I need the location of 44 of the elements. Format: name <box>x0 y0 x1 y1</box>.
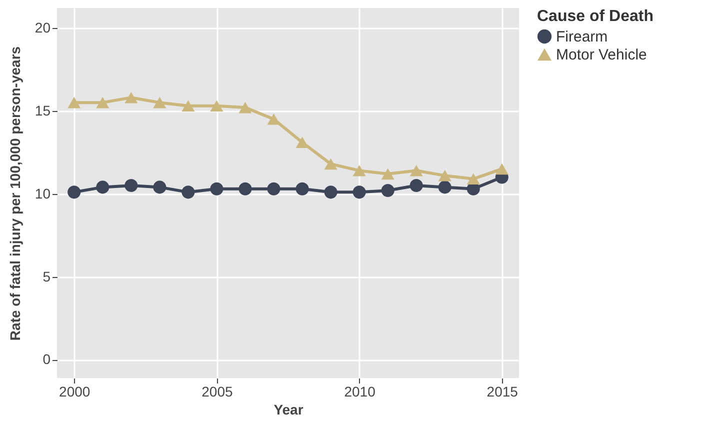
point <box>124 92 138 104</box>
point <box>96 180 110 194</box>
point <box>466 173 480 185</box>
point <box>495 163 508 175</box>
point <box>352 164 366 176</box>
y-tick-label: 10 <box>34 185 51 202</box>
y-tick-label: 20 <box>34 19 51 36</box>
x-tick-label: 2000 <box>59 384 90 400</box>
point <box>438 180 452 194</box>
point <box>267 114 280 125</box>
point <box>324 186 338 199</box>
y-tick-label: 5 <box>42 268 51 284</box>
point <box>296 136 309 148</box>
point <box>182 186 195 199</box>
point <box>238 102 252 114</box>
legend-label: Firearm <box>556 28 608 46</box>
point <box>68 186 81 199</box>
point <box>267 182 280 196</box>
point <box>381 184 394 198</box>
point <box>153 180 166 194</box>
y-tick-label: 0 <box>42 351 51 368</box>
point <box>238 182 252 196</box>
y-axis-title: Rate of fatal injury per 100,000 person-years <box>6 46 23 341</box>
point <box>410 179 423 192</box>
point <box>210 182 224 196</box>
point <box>352 186 366 199</box>
legend-title: Cause of Death <box>537 8 654 25</box>
point <box>96 96 110 108</box>
point <box>438 170 452 182</box>
point <box>381 168 394 180</box>
x-tick-label: 2015 <box>486 384 518 400</box>
point <box>124 179 138 192</box>
point <box>182 100 195 112</box>
x-tick-label: 2010 <box>344 384 376 400</box>
point <box>324 158 338 170</box>
point <box>410 164 423 176</box>
point <box>153 96 166 108</box>
point <box>296 182 309 196</box>
x-tick-label: 2005 <box>202 384 233 400</box>
legend-label: Motor Vehicle <box>556 46 647 64</box>
x-axis-title: Year <box>274 402 304 418</box>
y-tick-label: 15 <box>34 102 51 118</box>
point <box>68 96 81 108</box>
point <box>210 100 224 112</box>
